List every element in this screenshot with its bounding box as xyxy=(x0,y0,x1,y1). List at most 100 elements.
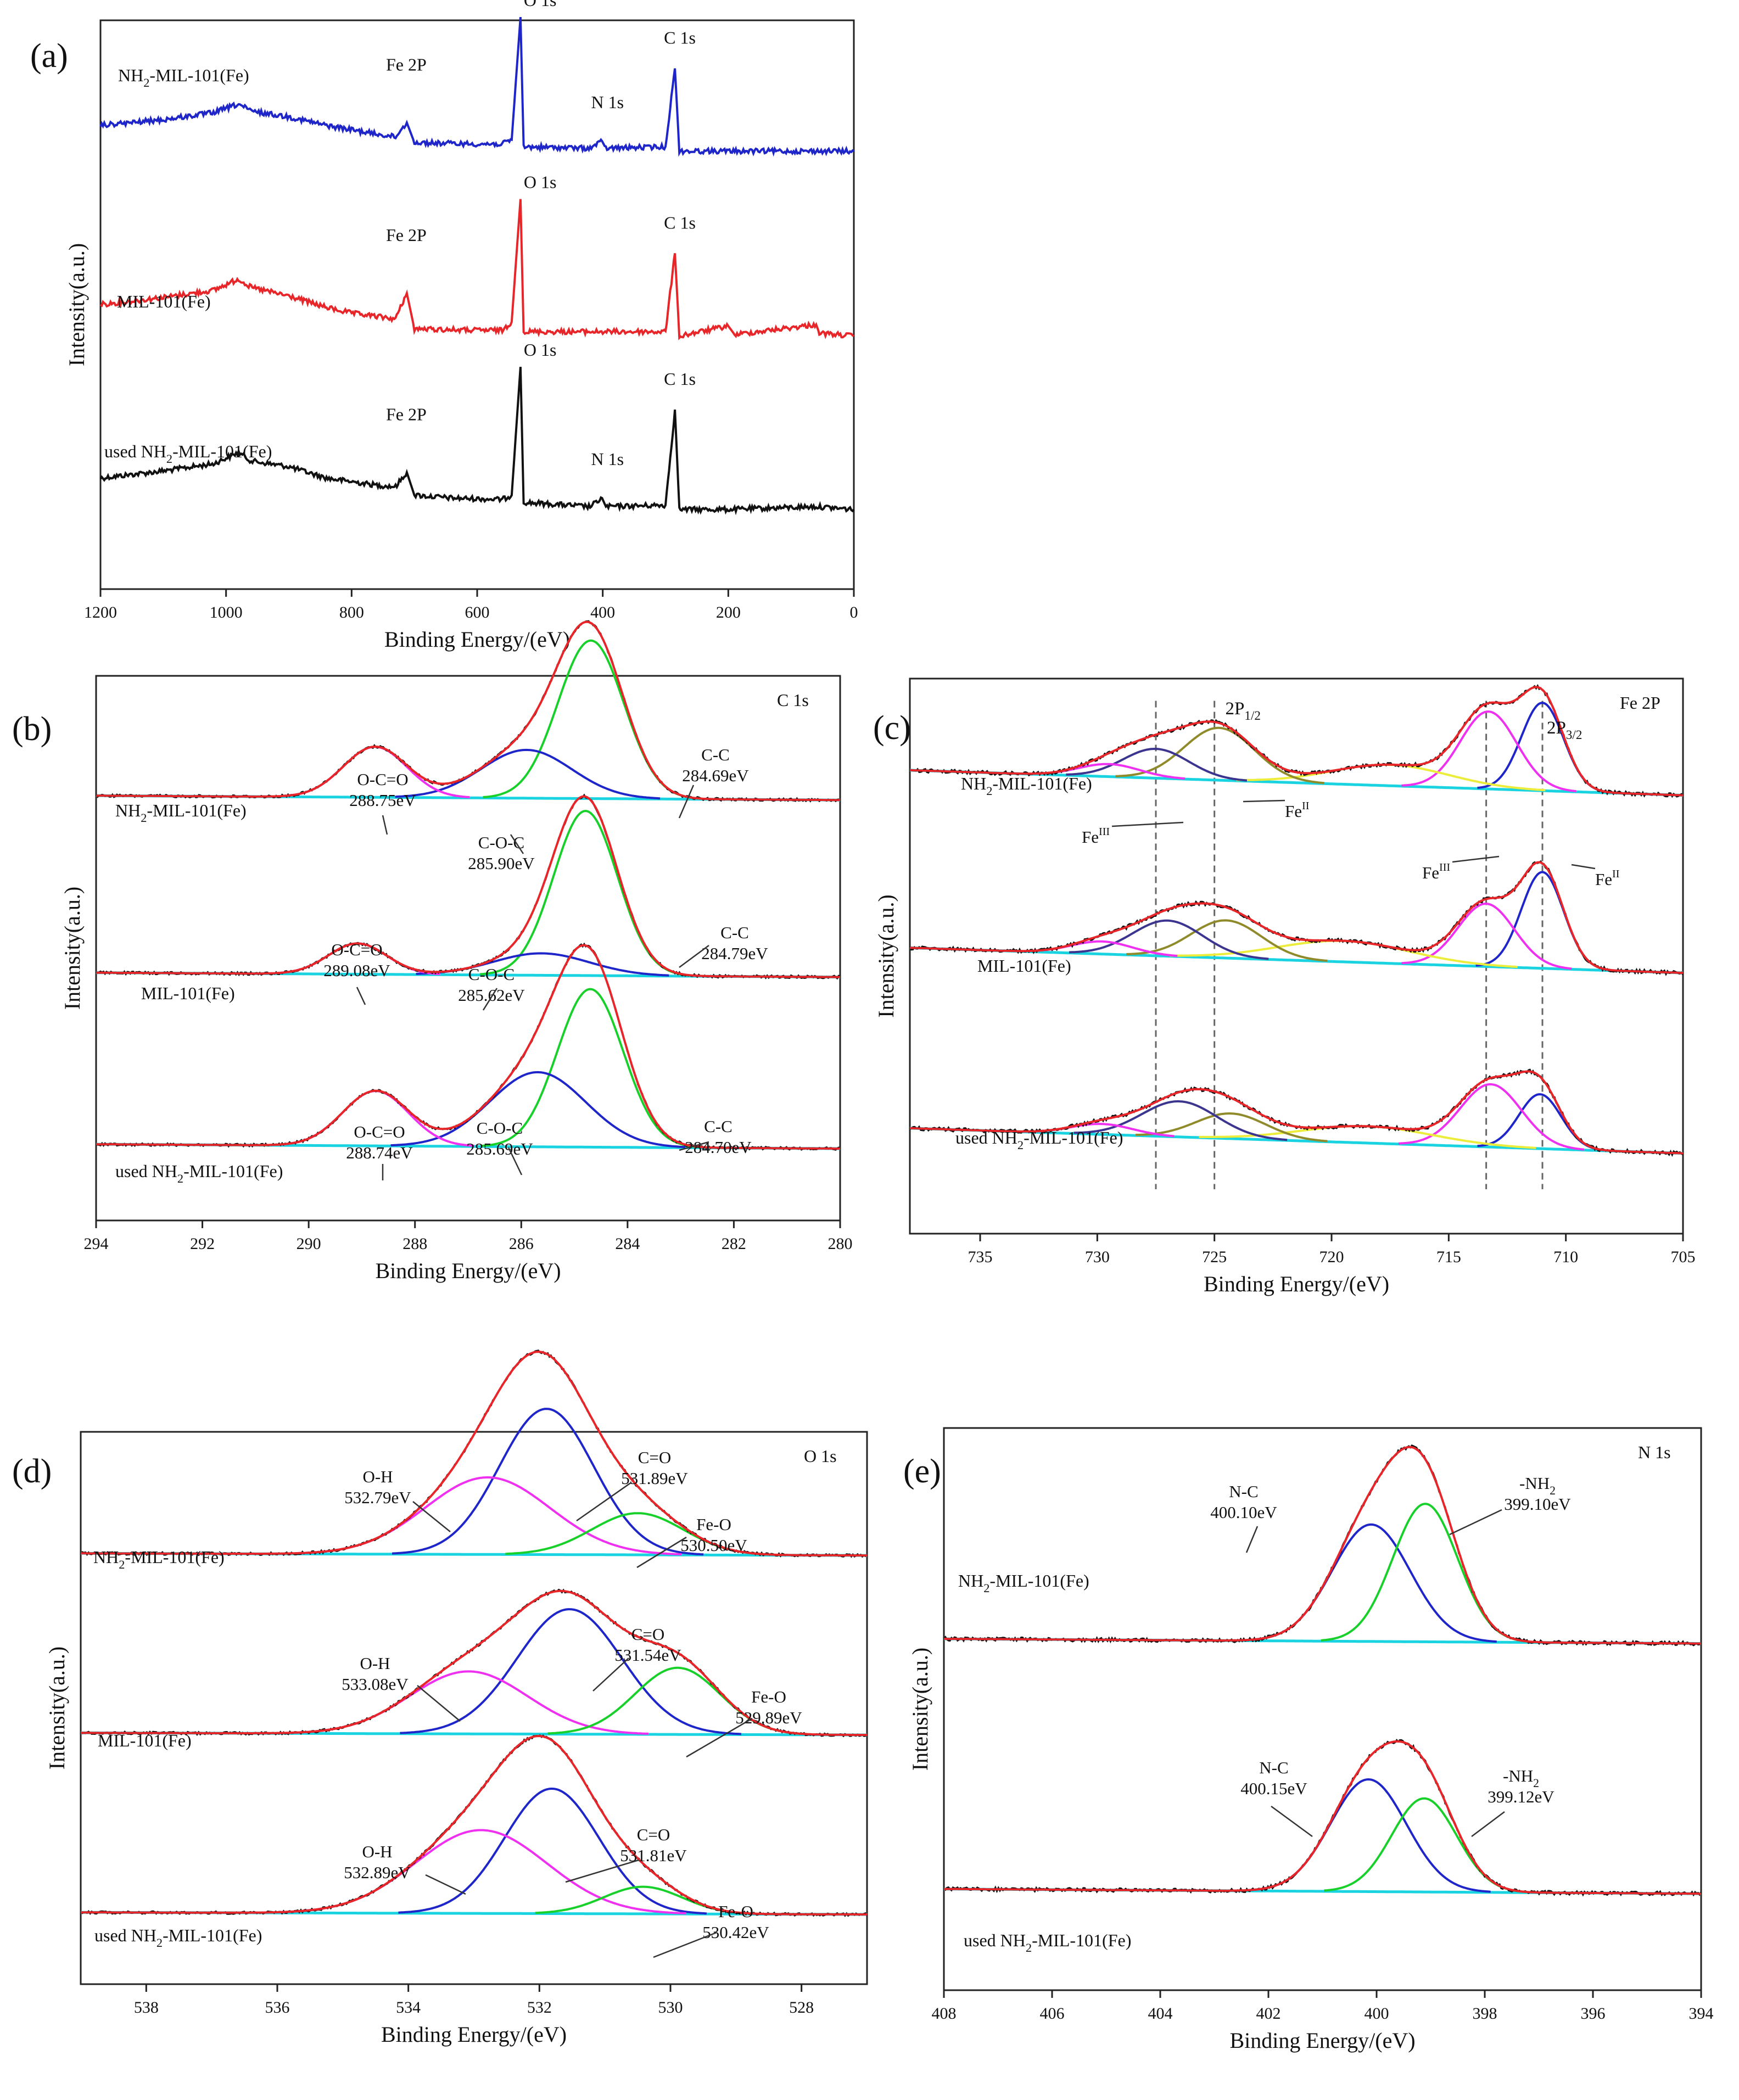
sample-name: NH2-MIL-101(Fe) xyxy=(93,1547,225,1571)
peak-energy: 284.79eV xyxy=(701,944,768,963)
plot-frame-d xyxy=(80,1431,868,1985)
peak-energy: 532.89eV xyxy=(344,1863,411,1882)
sample-name: used NH2-MIL-101(Fe) xyxy=(964,1930,1131,1955)
peak-energy: 285.69eV xyxy=(466,1139,533,1158)
x-tick-label: 715 xyxy=(1436,1248,1461,1266)
x-tick-label: 536 xyxy=(265,1998,290,2017)
fit-envelope xyxy=(81,1351,867,1557)
annotation-arrow xyxy=(1245,1526,1259,1553)
x-tick-label: 1000 xyxy=(210,603,243,621)
plot-frame-e xyxy=(943,1427,1702,1991)
panel-e: 408 406 404 402 400 398 396 394 Binding Energy/(… xyxy=(903,1427,1714,2053)
peak-energy: 533.08eV xyxy=(342,1675,409,1694)
x-tick-label: 600 xyxy=(465,603,490,621)
oxidation-state-label: FeIII xyxy=(1082,826,1110,847)
peak-label: C=O xyxy=(637,1825,670,1844)
peak-label: O 1s xyxy=(524,340,557,360)
x-tick-label: 710 xyxy=(1553,1248,1578,1266)
x-tick-label: 394 xyxy=(1689,2004,1714,2023)
x-tick-label: 282 xyxy=(722,1235,746,1253)
subshell-label: 2P3/2 xyxy=(1547,718,1582,742)
annotation-arrow xyxy=(1243,799,1285,803)
peak-label: C-O-C xyxy=(468,965,515,984)
x-tick-label: 400 xyxy=(590,603,615,621)
peak-label: C-O-C xyxy=(478,833,524,852)
peak-label: C-C xyxy=(704,1117,732,1136)
peak-label: Fe 2P xyxy=(386,225,427,245)
x-tick-label: 406 xyxy=(1040,2004,1065,2023)
survey-spectrum xyxy=(99,16,854,157)
annotation-arrow xyxy=(482,988,498,1011)
annotation-arrow xyxy=(678,785,695,819)
annotation-arrow xyxy=(510,834,524,854)
sample-name: NH2-MIL-101(Fe) xyxy=(115,800,247,825)
sample-name: MIL-101(Fe) xyxy=(117,292,211,311)
panel-label: (d) xyxy=(12,1453,52,1490)
fit-envelope xyxy=(81,1589,868,1737)
background-line xyxy=(909,1127,1683,1155)
panel-label: (b) xyxy=(12,710,52,748)
x-tick-label: 720 xyxy=(1319,1248,1344,1266)
sample-0: NH2-MIL-101(Fe) C=O 531.89eV O-H 532.79eV Fe-… xyxy=(80,1349,868,1571)
x-tick-label: 200 xyxy=(716,603,741,621)
x-tick-label: 0 xyxy=(850,603,858,621)
x-axis-label: Binding Energy/(eV) xyxy=(1204,1272,1389,1296)
peak-energy: 399.12eV xyxy=(1488,1787,1555,1806)
peak-label: C-C xyxy=(720,923,749,942)
peak-label: C 1s xyxy=(664,212,696,232)
panel-label: (e) xyxy=(903,1453,941,1490)
survey-spectrum xyxy=(99,199,854,340)
oxidation-state-label: FeII xyxy=(1595,868,1619,889)
sample-1: used NH2-MIL-101(Fe) N-C 400.15eV -NH2399.1… xyxy=(943,1739,1702,1955)
peak-label: C 1s xyxy=(664,369,696,389)
background-line xyxy=(909,946,1684,975)
peak-energy: 284.69eV xyxy=(682,766,749,785)
sample-name: MIL-101(Fe) xyxy=(977,956,1071,976)
x-tick-label: 284 xyxy=(615,1235,640,1253)
x-tick-label: 735 xyxy=(968,1248,993,1266)
subshell-label: 2P1/2 xyxy=(1226,699,1261,723)
fit-envelope xyxy=(944,1446,1701,1645)
peak-label: -NH2 xyxy=(1503,1766,1539,1790)
peak-energy: 530.42eV xyxy=(702,1923,769,1942)
sample-1: MIL-101(Fe)C=O531.54eVO-H533.08eVFe-O529… xyxy=(80,1588,868,1758)
peak-energy: 530.50eV xyxy=(680,1536,747,1555)
survey-spectrum xyxy=(99,367,855,516)
panel-label: (c) xyxy=(873,709,911,747)
x-tick-label: 538 xyxy=(134,1998,159,2017)
annotation-arrow xyxy=(1471,1811,1505,1837)
plot-frame-b xyxy=(95,675,841,1222)
peak-energy: 529.89eV xyxy=(735,1708,802,1727)
peak-energy: 285.90eV xyxy=(468,854,535,873)
x-axis-label: Binding Energy/(eV) xyxy=(375,1258,561,1283)
x-tick-label: 408 xyxy=(932,2004,957,2023)
y-axis-label: Intensity(a.u.) xyxy=(64,243,89,366)
sample-name: NH2-MIL-101(Fe) xyxy=(961,774,1092,798)
sample-name: used NH2-MIL-101(Fe) xyxy=(104,441,272,466)
panel-label: (a) xyxy=(30,37,68,75)
y-axis-label: Intensity(a.u.) xyxy=(60,887,85,1010)
fit-component xyxy=(398,1788,707,1915)
x-tick-label: 280 xyxy=(828,1235,853,1253)
panel-c: 735 730 725 720 715 710 705 Binding Energy/(eV)… xyxy=(873,677,1696,1296)
fit-envelope xyxy=(96,795,840,978)
x-tick-label: 400 xyxy=(1365,2004,1389,2023)
x-tick-label: 530 xyxy=(658,1998,683,2017)
sample-2: used NH2-MIL-101(Fe)C-C284.70eVC-O-C285.… xyxy=(96,942,841,1185)
annotation-arrow xyxy=(1571,864,1596,870)
oxidation-state-label: FeII xyxy=(1285,800,1309,821)
x-axis-label: Binding Energy/(eV) xyxy=(1229,2028,1415,2053)
peak-label: O-C=O xyxy=(354,1122,405,1141)
region-label: Fe 2P xyxy=(1620,693,1660,713)
peak-energy: 532.79eV xyxy=(344,1488,411,1507)
peak-energy: 288.75eV xyxy=(349,791,416,810)
sample-name: MIL-101(Fe) xyxy=(141,983,235,1003)
sample-1: MIL-101(Fe)C-C284.79eVC-O-C285.62eVO-C=O… xyxy=(96,793,841,1011)
x-tick-label: 800 xyxy=(339,603,364,621)
annotation-arrow xyxy=(1449,1509,1502,1536)
annotation-arrow xyxy=(565,1859,639,1883)
fit-envelope xyxy=(944,1740,1701,1895)
